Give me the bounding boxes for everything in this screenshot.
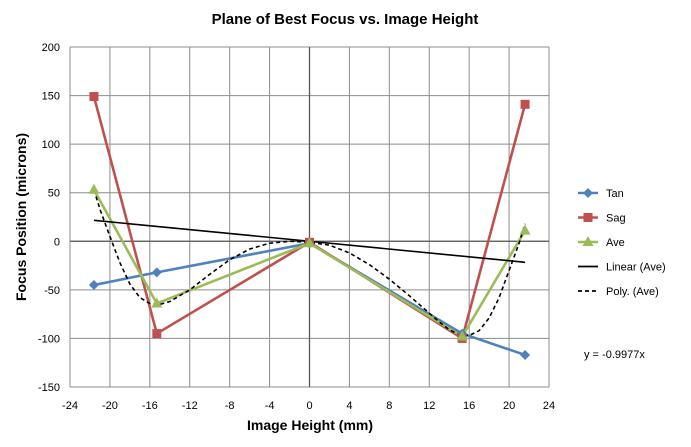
y-tick-label: -50: [44, 285, 60, 297]
legend-swatch-marker: [582, 236, 594, 246]
legend: Tan Sag Ave Linear (Ave) Poly. (Ave): [578, 188, 666, 298]
x-tick-label: -20: [102, 400, 118, 412]
data-point-sag: [152, 329, 162, 339]
legend-entry-poly-ave: Poly. (Ave): [578, 286, 659, 298]
data-point-ave: [304, 237, 315, 248]
data-point-sag: [520, 99, 530, 109]
legend-entry-sag: Sag: [578, 213, 626, 225]
legend-label: Sag: [606, 213, 626, 225]
x-tick-label: -8: [225, 400, 235, 412]
x-tick-label: -12: [182, 400, 198, 412]
data-point-ave: [456, 330, 468, 341]
tick-labels: -150 -100 -50 0 50 100 150 200 -24 -20 -16 -12 -8 -4 0…: [38, 42, 555, 412]
y-tick-label: 200: [42, 42, 60, 54]
data-point-ave: [519, 224, 531, 235]
data-point-tan: [520, 349, 531, 360]
y-tick-label: 150: [42, 91, 60, 103]
x-axis-label: Image Height (mm): [247, 417, 373, 433]
y-tick-label: 50: [48, 188, 60, 200]
y-tick-label: 0: [54, 236, 60, 248]
trendline-equation: y = -0.9977x: [584, 349, 645, 361]
legend-label: Linear (Ave): [606, 262, 666, 274]
x-tick-label: 4: [346, 400, 352, 412]
x-tick-label: 20: [503, 400, 515, 412]
x-tick-label: 8: [386, 400, 392, 412]
y-tick-label: -100: [38, 333, 60, 345]
x-tick-label: 0: [306, 400, 312, 412]
data-point-tan: [151, 267, 162, 278]
x-tick-label: 12: [423, 400, 435, 412]
legend-entry-ave: Ave: [578, 236, 625, 249]
y-axis-label: Focus Position (microns): [13, 133, 29, 301]
chart-title: Plane of Best Focus vs. Image Height: [212, 11, 479, 28]
series-line-poly-ave: [93, 189, 526, 337]
legend-swatch-marker: [583, 188, 593, 198]
series-group: [88, 92, 531, 360]
data-point-ave: [151, 297, 163, 308]
data-point-ave: [88, 183, 100, 194]
x-tick-label: -24: [62, 400, 78, 412]
x-tick-label: -4: [265, 400, 275, 412]
data-point-tan: [88, 280, 99, 290]
legend-swatch-marker: [583, 213, 593, 222]
axes: [70, 47, 549, 387]
x-tick-label: 16: [463, 400, 475, 412]
legend-label: Ave: [606, 237, 625, 249]
legend-label: Tan: [606, 188, 624, 200]
x-tick-label: 24: [543, 400, 555, 412]
y-tick-label: -150: [38, 382, 60, 394]
legend-label: Poly. (Ave): [606, 286, 659, 298]
x-tick-label: -16: [142, 400, 158, 412]
legend-entry-linear-ave: Linear (Ave): [578, 262, 666, 274]
legend-entry-tan: Tan: [578, 188, 624, 200]
data-point-sag: [89, 92, 99, 102]
y-tick-label: 100: [42, 139, 60, 151]
